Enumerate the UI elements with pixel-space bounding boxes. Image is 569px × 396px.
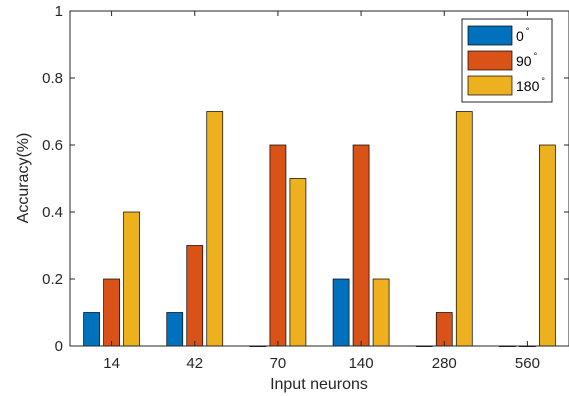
bar-70-series-180 — [289, 178, 307, 347]
x-tick-label: 14 — [103, 355, 120, 372]
bar-14-series-180 — [123, 211, 140, 347]
axes-layer: 0 0.2 0.4 0.6 0.8 1 14 42 70 140 280 560 — [42, 3, 569, 372]
y-axis-title: Accuracy(%) — [15, 133, 32, 224]
bar-14-series-0 — [83, 312, 100, 347]
y-tick-label: 0.6 — [42, 137, 63, 154]
y-tick-label: 0 — [55, 338, 63, 355]
bar-280-series-180 — [455, 111, 473, 347]
legend: 0 °90 °180 ° — [461, 18, 553, 103]
bars-layer — [83, 111, 556, 347]
x-tick-label: 560 — [515, 355, 540, 372]
bar-42-series-0 — [166, 312, 184, 347]
y-tick-label: 1 — [55, 3, 63, 20]
axes-box — [69, 10, 569, 347]
legend-swatch-90 — [467, 50, 513, 71]
bar-280-series-90 — [435, 312, 453, 347]
y-tick-label: 0.2 — [42, 271, 63, 288]
legend-label-180: 180 ° — [516, 76, 545, 94]
y-tick-label: 0.8 — [42, 70, 63, 87]
bar-70-series-90 — [269, 144, 287, 347]
bar-560-series-180 — [539, 144, 556, 347]
x-axis-title: Input neurons — [270, 376, 368, 393]
x-tick-label: 280 — [432, 355, 457, 372]
x-tick-label: 70 — [270, 355, 287, 372]
bar-14-series-90 — [103, 278, 120, 347]
bar-42-series-180 — [206, 111, 224, 347]
bar-140-series-0 — [332, 278, 350, 347]
bar-140-series-180 — [372, 278, 390, 347]
bar-42-series-90 — [186, 245, 204, 347]
legend-swatch-180 — [467, 75, 513, 96]
x-tick-label: 42 — [186, 355, 203, 372]
bar-140-series-90 — [352, 144, 370, 347]
x-tick-label: 140 — [349, 355, 374, 372]
legend-swatch-0 — [467, 25, 513, 46]
y-tick-label: 0.4 — [42, 204, 63, 221]
